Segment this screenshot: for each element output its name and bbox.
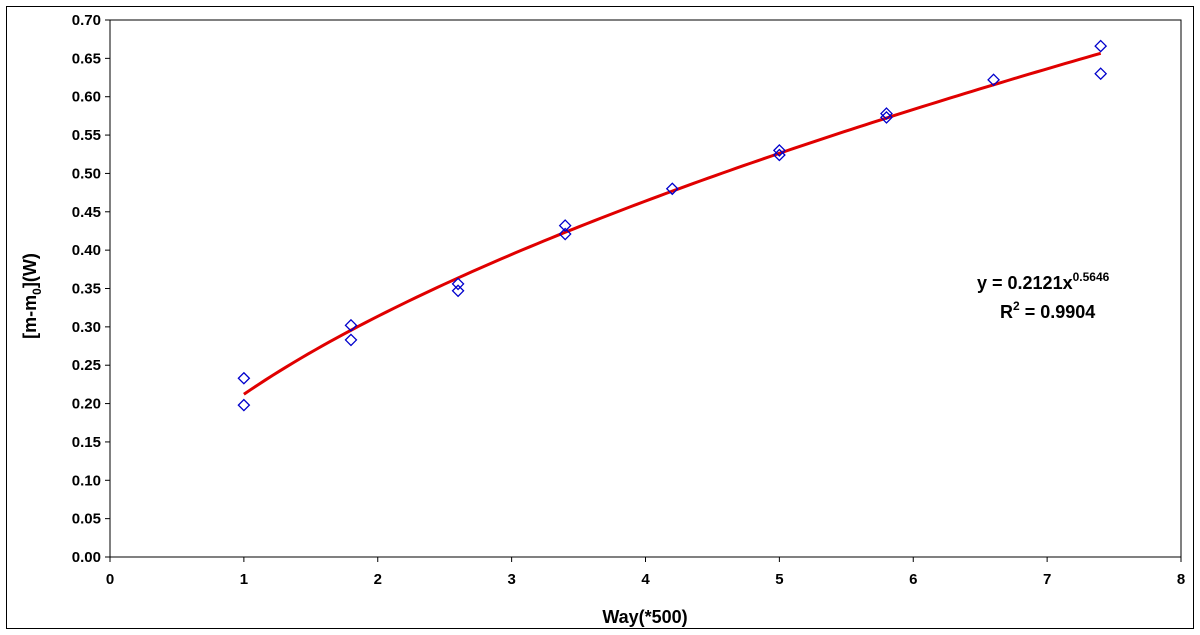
r2-letter: R: [1000, 302, 1013, 322]
x-tick-label: 5: [775, 571, 783, 588]
data-point: [1094, 67, 1108, 81]
x-tick-label: 1: [240, 571, 248, 588]
data-point: [237, 398, 251, 412]
y-tick-label: 0.10: [72, 472, 101, 489]
chart-frame: [6, 6, 1194, 629]
equation-exponent: 0.5646: [1073, 270, 1110, 284]
data-point: [880, 111, 893, 124]
data-point: [665, 182, 679, 196]
x-tick-label: 0: [106, 571, 114, 588]
power-trendline: [243, 51, 1102, 396]
data-point: [451, 277, 465, 291]
y-tick-label: 0.20: [72, 396, 101, 413]
y-tick-label: 0.15: [72, 434, 101, 451]
trendline-group: [243, 51, 1102, 396]
x-tick-label: 2: [374, 571, 382, 588]
y-tick-label: 0.40: [72, 242, 101, 259]
x-axis-title: Way(*500): [602, 607, 687, 627]
y-tick-label: 0.25: [72, 357, 101, 374]
data-point: [772, 148, 786, 162]
y-tick-label: 0.70: [72, 12, 101, 29]
tick-marks: 0.00 0.05 0.10 0.15 0.20 0.25 0.30 0.35 0.40 0.45…: [72, 12, 1185, 588]
data-point: [880, 107, 893, 121]
y-tick-label: 0.65: [72, 50, 101, 67]
y-tick-label: 0.35: [72, 281, 101, 298]
data-point: [344, 318, 358, 332]
data-point: [558, 219, 572, 233]
data-point: [451, 284, 465, 298]
data-point: [237, 371, 251, 385]
y-tick-label: 0.55: [72, 127, 101, 144]
data-point: [772, 143, 786, 157]
data-point: [1094, 39, 1108, 53]
y-axis-title-main: [m-m: [20, 295, 40, 339]
y-tick-label: 0.50: [72, 165, 101, 182]
data-point: [558, 227, 572, 241]
y-axis-title-tail: ](W): [20, 253, 40, 288]
x-tick-label: 6: [909, 571, 917, 588]
trendline-equation: y = 0.2121x0.5646: [977, 270, 1110, 293]
y-tick-label: 0.30: [72, 319, 101, 336]
equation-main: y = 0.2121x: [977, 273, 1073, 293]
y-tick-label: 0.00: [72, 549, 101, 566]
y-tick-label: 0.45: [72, 204, 101, 221]
data-points: [237, 39, 1108, 412]
y-tick-label: 0.60: [72, 89, 101, 106]
data-point: [987, 73, 1000, 87]
x-tick-label: 8: [1177, 571, 1185, 588]
r2-superscript: 2: [1013, 299, 1020, 313]
y-axis-title-subscript: 0: [30, 288, 44, 295]
r-squared-label: R2 = 0.9904: [1000, 299, 1095, 322]
x-tick-label: 7: [1043, 571, 1051, 588]
data-point: [344, 333, 358, 347]
y-tick-label: 0.05: [72, 511, 101, 528]
x-tick-label: 4: [641, 571, 650, 588]
r2-value: = 0.9904: [1020, 302, 1096, 322]
x-tick-label: 3: [507, 571, 515, 588]
y-axis-title: [m-m0](W): [20, 253, 44, 339]
